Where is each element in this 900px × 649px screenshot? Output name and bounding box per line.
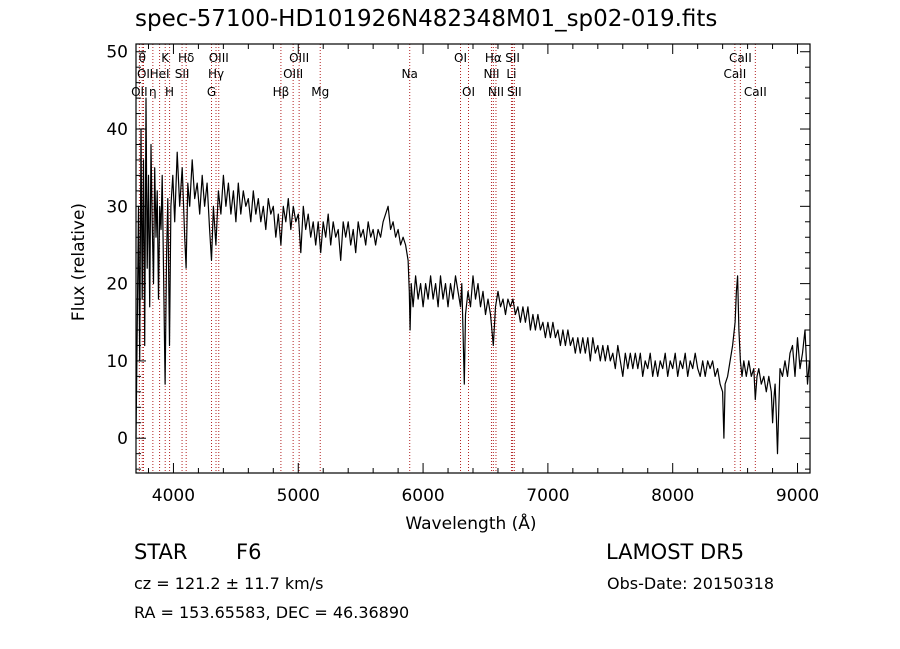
line-label: OIII [283, 67, 303, 81]
line-label: K [161, 51, 170, 65]
axis-ticks: 4000 5000 6000 7000 8000 9000 0 10 20 30 40 50 [106, 43, 819, 506]
line-label: NII [488, 85, 504, 99]
survey-name: LAMOST DR5 [606, 540, 745, 564]
x-tick-label: 7000 [526, 486, 569, 506]
x-axis-label: Wavelength (Å) [405, 512, 536, 534]
line-label: G [207, 85, 216, 99]
line-label: CaII [729, 51, 752, 65]
plot-frame [135, 43, 811, 474]
line-label: Hα [485, 51, 502, 65]
line-label: OI [454, 51, 467, 65]
object-subclass: F6 [236, 540, 262, 564]
line-label: OIII [289, 51, 309, 65]
spectral-line-markers [138, 44, 756, 473]
y-tick-label: 30 [106, 197, 128, 217]
line-label: H [165, 85, 174, 99]
y-tick-label: 40 [106, 120, 128, 140]
y-tick-label: 20 [106, 275, 128, 295]
line-label: HeI [150, 67, 170, 81]
line-label: Na [402, 67, 418, 81]
line-label: Hγ [208, 67, 224, 81]
y-tick-label: 0 [117, 429, 128, 449]
chart-title: spec-57100-HD101926N482348M01_sp02-019.f… [135, 6, 718, 32]
line-label: SII [507, 85, 522, 99]
x-tick-label: 8000 [651, 486, 694, 506]
line-label: SII [175, 67, 190, 81]
line-label: OII [131, 85, 148, 99]
line-label: CaII [723, 67, 746, 81]
redshift-cz: cz = 121.2 ± 11.7 km/s [134, 574, 324, 593]
line-label: Li [506, 67, 516, 81]
line-label: θ [139, 51, 146, 65]
x-tick-label: 9000 [776, 486, 819, 506]
line-label: OI [462, 85, 475, 99]
line-label: OI [137, 67, 150, 81]
object-class: STAR [134, 540, 188, 564]
line-label: CaII [744, 85, 767, 99]
line-label: NII [483, 67, 499, 81]
line-label: SII [505, 51, 520, 65]
observation-date: Obs-Date: 20150318 [607, 574, 775, 593]
spectrum-series [135, 97, 810, 455]
ra-dec-coordinates: RA = 153.65583, DEC = 46.36890 [134, 603, 410, 622]
line-label: Hβ [273, 85, 290, 99]
y-tick-label: 50 [106, 43, 128, 63]
line-label: OIII [209, 51, 229, 65]
line-label: η [149, 85, 157, 99]
line-label: Hδ [178, 51, 194, 65]
x-tick-label: 5000 [277, 486, 320, 506]
line-label: Mg [311, 85, 329, 99]
y-axis-label: Flux (relative) [69, 203, 89, 321]
plot-axes [135, 43, 811, 474]
spectrum-line [135, 97, 810, 455]
x-tick-label: 4000 [152, 486, 195, 506]
x-tick-label: 6000 [401, 486, 444, 506]
y-tick-label: 10 [106, 352, 128, 372]
